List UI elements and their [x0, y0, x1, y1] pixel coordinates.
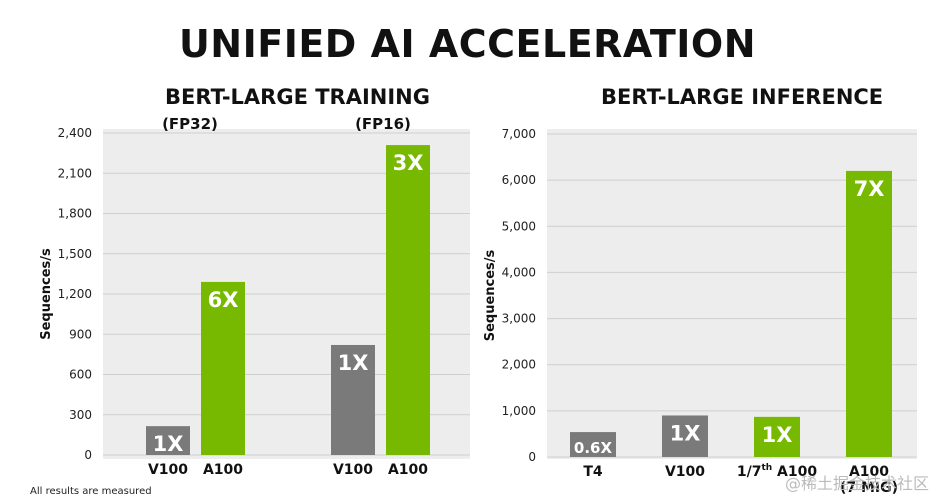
x-category-label: A100: [388, 462, 428, 478]
footnote: All results are measured: [30, 486, 152, 497]
bar: [846, 170, 892, 457]
bar-value-label: 1X: [153, 432, 184, 456]
x-category-label: V100: [665, 464, 705, 480]
bar: [754, 416, 800, 457]
bar: [331, 344, 375, 455]
bar: [386, 145, 430, 455]
y-tick-label: 0: [84, 448, 92, 462]
y-axis-label: Sequences/s: [39, 248, 54, 340]
x-category-label: A100: [849, 464, 889, 480]
precision-group-label: (FP32): [162, 115, 218, 133]
training-chart-title: BERT-LARGE TRAINING: [165, 85, 430, 109]
inference-chart-title: BERT-LARGE INFERENCE: [601, 85, 884, 109]
bar-value-label: 0.6X: [574, 439, 613, 457]
y-tick-label: 6,000: [502, 173, 536, 187]
bar: [570, 432, 616, 457]
bar: [662, 415, 708, 457]
bar: [201, 281, 245, 455]
bar: [146, 426, 190, 455]
y-tick-label: 2,100: [58, 166, 92, 180]
bar-value-label: 3X: [393, 151, 424, 175]
bar-value-label: 6X: [208, 288, 239, 312]
bar-value-label: 7X: [854, 177, 885, 201]
x-category-label: T4: [583, 464, 603, 480]
y-tick-label: 300: [69, 408, 92, 422]
y-axis-label: Sequences/s: [483, 249, 498, 341]
x-category-label-line2: (7 MIG): [840, 480, 898, 496]
y-tick-label: 600: [69, 368, 92, 382]
page-title: UNIFIED AI ACCELERATION: [178, 22, 757, 66]
bar-value-label: 1X: [762, 423, 793, 447]
bar-value-label: 1X: [670, 421, 701, 445]
y-tick-label: 4,000: [502, 265, 536, 279]
y-tick-label: 2,400: [58, 126, 92, 140]
y-tick-label: 1,200: [58, 287, 92, 301]
precision-group-label: (FP16): [355, 115, 411, 133]
y-tick-label: 1,000: [502, 404, 536, 418]
y-tick-label: 0: [528, 450, 536, 464]
x-category-label: A100: [203, 462, 243, 478]
y-tick-label: 1,800: [58, 207, 92, 221]
watermark: @稀土掘金技术社区: [784, 474, 929, 493]
x-category-label: V100: [148, 462, 188, 478]
y-tick-label: 2,000: [502, 358, 536, 372]
x-category-label: 1/7th A100: [737, 463, 818, 480]
y-tick-label: 7,000: [502, 127, 536, 141]
y-tick-label: 3,000: [502, 312, 536, 326]
x-category-label: V100: [333, 462, 373, 478]
bar-value-label: 1X: [338, 351, 369, 375]
y-tick-label: 900: [69, 327, 92, 341]
y-tick-label: 5,000: [502, 219, 536, 233]
y-tick-label: 1,500: [58, 247, 92, 261]
